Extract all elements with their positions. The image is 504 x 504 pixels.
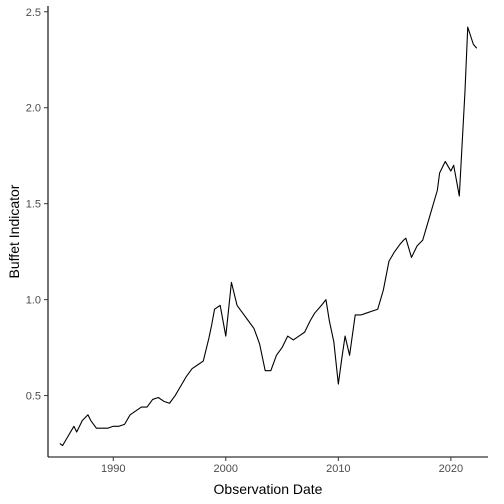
y-tick-label: 2.5	[26, 7, 41, 19]
y-tick-label: 0.5	[26, 391, 41, 403]
x-tick-label: 2020	[439, 463, 463, 475]
ticks: 1990 2000 2010 2020 0.5 1.0 1.5 2.0 2.5	[26, 7, 463, 475]
x-axis-title: Observation Date	[214, 481, 323, 497]
y-tick-label: 2.0	[26, 103, 41, 115]
x-tick-label: 1990	[101, 463, 125, 475]
x-tick-label: 2000	[214, 463, 238, 475]
y-tick-label: 1.5	[26, 199, 41, 211]
series-line	[59, 26, 478, 447]
y-tick-label: 1.0	[26, 295, 41, 307]
x-tick-label: 2010	[326, 463, 350, 475]
y-axis-title: Buffet Indicator	[6, 184, 22, 278]
axes	[47, 6, 488, 458]
